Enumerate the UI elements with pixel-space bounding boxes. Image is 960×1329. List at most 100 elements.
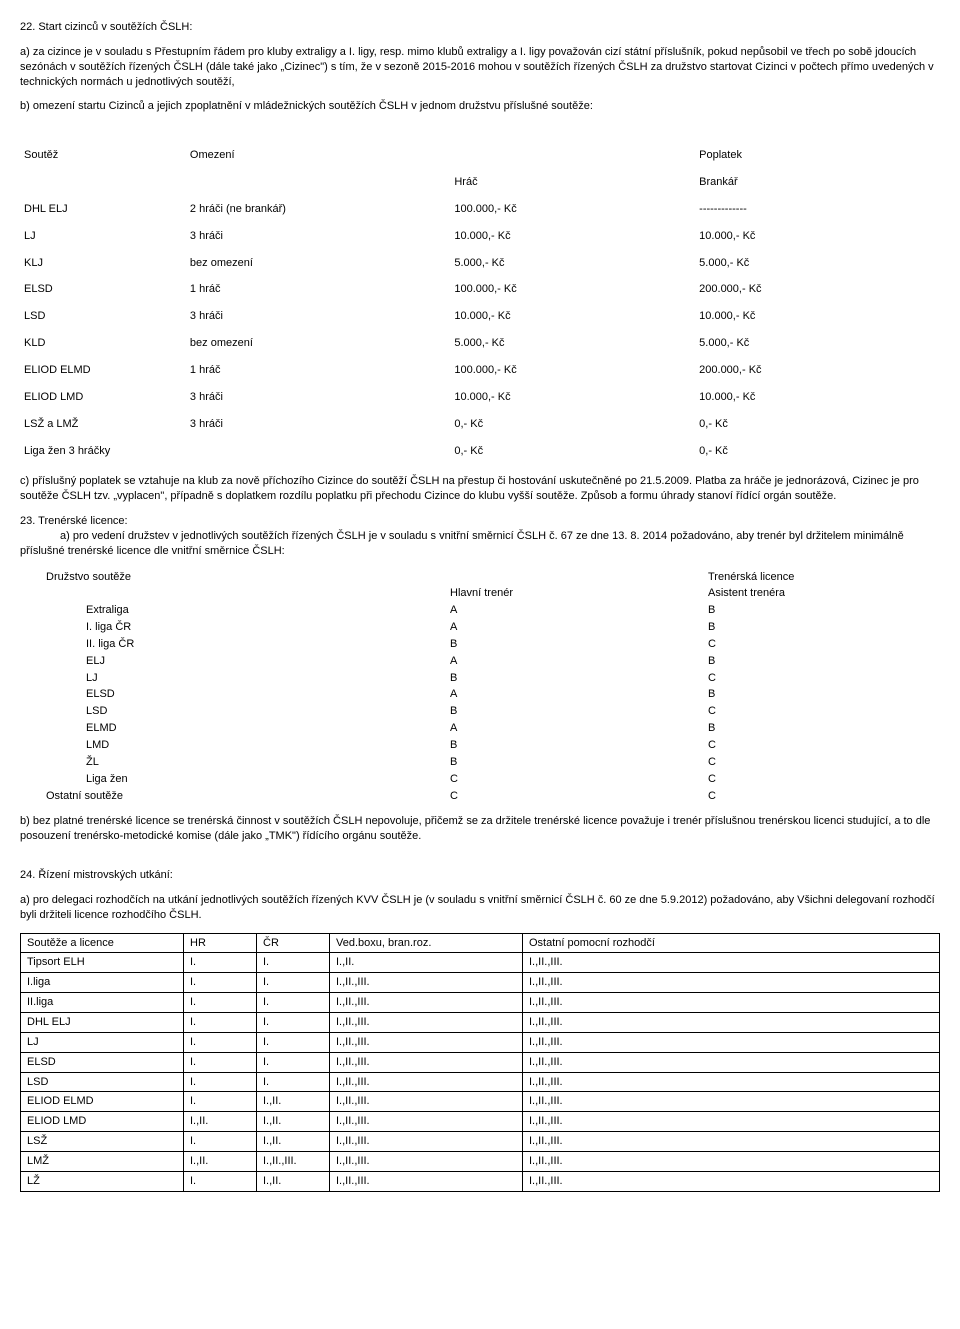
referee-row: Tipsort ELHI.I.I.,II.I.,II.,III. <box>21 953 940 973</box>
licence-assist: B <box>702 653 960 670</box>
fees-goalie: 5.000,- Kč <box>695 250 940 277</box>
hdr-poplatek: Poplatek <box>695 142 940 169</box>
fees-name: KLD <box>20 330 186 357</box>
referee-row: II.ligaI.I.I.,II.,III.I.,II.,III. <box>21 993 940 1013</box>
ref-hr: I. <box>184 1171 257 1191</box>
ref-hr: I. <box>184 1012 257 1032</box>
hdr-ost: Ostatní pomocní rozhodčí <box>523 933 940 953</box>
section-22-b: b) omezení startu Cizinců a jejich zpopl… <box>20 99 940 114</box>
licence-assist: C <box>702 754 960 771</box>
ref-ost: I.,II.,III. <box>523 1072 940 1092</box>
fees-limit <box>186 438 450 465</box>
ref-ved: I.,II.,III. <box>330 1012 523 1032</box>
licence-name: LMD <box>40 737 444 754</box>
licence-name: ELSD <box>40 686 444 703</box>
section-24-title: 24. Řízení mistrovských utkání: <box>20 868 940 883</box>
ref-ost: I.,II.,III. <box>523 1052 940 1072</box>
licence-name: II. liga ČR <box>40 636 444 653</box>
licence-head: A <box>444 653 702 670</box>
ref-ved: I.,II.,III. <box>330 1032 523 1052</box>
referee-row: LSDI.I.I.,II.,III.I.,II.,III. <box>21 1072 940 1092</box>
fees-limit: bez omezení <box>186 250 450 277</box>
fees-limit: 2 hráči (ne brankář) <box>186 196 450 223</box>
licence-row: Ostatní soutěžeCC <box>40 788 960 805</box>
section-22-title: 22. Start cizinců v soutěžích ČSLH: <box>20 20 940 35</box>
ref-soutez: II.liga <box>21 993 184 1013</box>
ref-ved: I.,II. <box>330 953 523 973</box>
licence-row: II. liga ČRBC <box>40 636 960 653</box>
ref-ved: I.,II.,III. <box>330 1092 523 1112</box>
licence-head: B <box>444 703 702 720</box>
fees-name: LSD <box>20 303 186 330</box>
fees-row: ELIOD LMD3 hráči10.000,- Kč10.000,- Kč <box>20 384 940 411</box>
referee-row: LSŽI.I.,II.I.,II.,III.I.,II.,III. <box>21 1132 940 1152</box>
page: 22. Start cizinců v soutěžích ČSLH: a) z… <box>0 0 960 1212</box>
ref-hr: I.,II. <box>184 1112 257 1132</box>
fees-player: 10.000,- Kč <box>450 303 695 330</box>
fees-limit: 3 hráči <box>186 384 450 411</box>
referee-row: LŽI.I.,II.I.,II.,III.I.,II.,III. <box>21 1171 940 1191</box>
licence-assist: B <box>702 720 960 737</box>
licence-name: LSD <box>40 703 444 720</box>
ref-hr: I. <box>184 953 257 973</box>
section-23-title: 23. Trenérské licence: <box>20 514 940 529</box>
licence-row: Liga ženCC <box>40 771 960 788</box>
licence-assist: C <box>702 636 960 653</box>
licence-head: C <box>444 788 702 805</box>
fees-goalie: 200.000,- Kč <box>695 357 940 384</box>
fees-goalie: 5.000,- Kč <box>695 330 940 357</box>
referee-row: DHL ELJI.I.I.,II.,III.I.,II.,III. <box>21 1012 940 1032</box>
licence-row: LJBC <box>40 670 960 687</box>
licence-head: B <box>444 670 702 687</box>
fees-goalie: 10.000,- Kč <box>695 384 940 411</box>
fees-row: ELIOD ELMD1 hráč100.000,- Kč200.000,- Kč <box>20 357 940 384</box>
ref-hr: I.,II. <box>184 1151 257 1171</box>
ref-cr: I.,II. <box>257 1112 330 1132</box>
fees-row: KLJbez omezení5.000,- Kč5.000,- Kč <box>20 250 940 277</box>
ref-ved: I.,II.,III. <box>330 1112 523 1132</box>
ref-ost: I.,II.,III. <box>523 1132 940 1152</box>
ref-cr: I. <box>257 1012 330 1032</box>
ref-soutez: LSŽ <box>21 1132 184 1152</box>
licence-assist: C <box>702 737 960 754</box>
licence-header-row-1: Družstvo soutěže Trenérská licence <box>40 569 960 586</box>
ref-ost: I.,II.,III. <box>523 1151 940 1171</box>
licence-assist: B <box>702 686 960 703</box>
licence-head: B <box>444 737 702 754</box>
hdr-souteze: Soutěže a licence <box>21 933 184 953</box>
fees-row: LJ3 hráči10.000,- Kč10.000,- Kč <box>20 223 940 250</box>
licence-name: I. liga ČR <box>40 619 444 636</box>
referee-header: Soutěže a licence HR ČR Ved.boxu, bran.r… <box>21 933 940 953</box>
ref-hr: I. <box>184 993 257 1013</box>
ref-cr: I.,II. <box>257 1171 330 1191</box>
fees-player: 100.000,- Kč <box>450 357 695 384</box>
licence-name: ELJ <box>40 653 444 670</box>
hdr-soutez: Soutěž <box>20 142 186 169</box>
hdr-hlavni: Hlavní trenér <box>444 585 702 602</box>
licence-assist: C <box>702 703 960 720</box>
licence-head: B <box>444 754 702 771</box>
hdr-ved: Ved.boxu, bran.roz. <box>330 933 523 953</box>
section-24-a: a) pro delegaci rozhodčích na utkání jed… <box>20 893 940 923</box>
ref-cr: I.,II. <box>257 1092 330 1112</box>
section-23-b: b) bez platné trenérské licence se trené… <box>20 814 940 844</box>
fees-limit: 1 hráč <box>186 357 450 384</box>
licence-table: Družstvo soutěže Trenérská licence Hlavn… <box>40 569 960 805</box>
fees-row: DHL ELJ2 hráči (ne brankář)100.000,- Kč-… <box>20 196 940 223</box>
licence-row: ELJAB <box>40 653 960 670</box>
ref-cr: I. <box>257 993 330 1013</box>
section-23-a: a) pro vedení družstev v jednotlivých so… <box>20 529 940 559</box>
ref-cr: I.,II.,III. <box>257 1151 330 1171</box>
fees-player: 5.000,- Kč <box>450 250 695 277</box>
ref-soutez: LŽ <box>21 1171 184 1191</box>
ref-ost: I.,II.,III. <box>523 1112 940 1132</box>
fees-header-row-2: Hráč Brankář <box>20 169 940 196</box>
licence-head: A <box>444 602 702 619</box>
fees-row: ELSD1 hráč100.000,- Kč200.000,- Kč <box>20 276 940 303</box>
fees-header-row-1: Soutěž Omezení Poplatek <box>20 142 940 169</box>
ref-ost: I.,II.,III. <box>523 973 940 993</box>
fees-name: DHL ELJ <box>20 196 186 223</box>
licence-assist: C <box>702 771 960 788</box>
referee-row: LMŽI.,II.I.,II.,III.I.,II.,III.I.,II.,II… <box>21 1151 940 1171</box>
ref-ost: I.,II.,III. <box>523 1171 940 1191</box>
